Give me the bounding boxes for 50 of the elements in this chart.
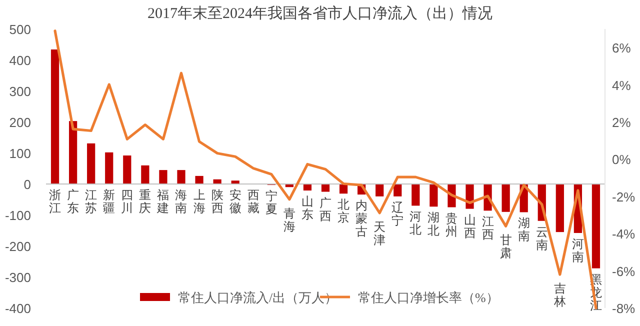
y2-tick-label: 0%	[612, 152, 632, 168]
y-tick-label: -400	[4, 301, 31, 316]
x-tick-label: 陕西	[211, 188, 224, 215]
y-tick-label: 100	[9, 146, 31, 161]
x-tick-label: 云南	[536, 224, 548, 252]
x-tick-label: 吉林	[552, 282, 566, 309]
y2-tick-label: -8%	[612, 301, 636, 316]
x-tick-label: 内蒙古	[356, 198, 368, 239]
x-tick-label: 河北	[410, 210, 422, 237]
x-tick-label: 宁夏	[265, 188, 278, 216]
x-tick-label: 西藏	[247, 188, 260, 215]
y2-tick-label: -2%	[612, 189, 636, 204]
y2-tick-label: -6%	[612, 264, 636, 279]
y-tick-label: 200	[9, 115, 31, 130]
y-tick-label: -300	[4, 270, 31, 285]
x-tick-label: 贵州	[446, 211, 458, 238]
x-tick-label: 河南	[572, 236, 584, 264]
x-tick-label: 浙江	[49, 188, 62, 215]
x-tick-label: 天津	[374, 220, 386, 247]
x-tick-label: 安徽	[229, 188, 242, 215]
y-tick-label: -100	[4, 208, 31, 223]
x-tick-label: 海南	[175, 188, 188, 215]
x-tick-label: 北京	[338, 198, 350, 225]
y-tick-label: 0	[24, 177, 31, 192]
x-tick-label: 江苏	[85, 188, 98, 215]
y-tick-label: 400	[9, 53, 31, 68]
y2-tick-label: 6%	[612, 40, 632, 56]
x-tick-label: 新疆	[103, 188, 116, 215]
x-tick-label: 四川	[121, 188, 134, 215]
y-tick-label: 300	[9, 84, 31, 99]
legend-label: 常住人口净增长率（%）	[358, 290, 499, 305]
x-tick-label: 辽宁	[392, 200, 404, 228]
x-tick-label: 甘肃	[500, 233, 512, 260]
x-tick-label: 重庆	[139, 188, 152, 215]
y2-tick-label: -4%	[612, 226, 636, 242]
y-tick-label: 500	[9, 22, 31, 37]
y-tick-label: -200	[4, 239, 31, 254]
y2-tick-label: 2%	[612, 115, 632, 130]
x-tick-label: 江西	[482, 214, 494, 242]
x-tick-label: 广东	[67, 188, 80, 215]
x-tick-label: 青海	[283, 206, 296, 234]
x-tick-label: 福建	[156, 188, 170, 215]
x-tick-label: 湖南	[518, 216, 530, 244]
x-tick-label: 湖北	[428, 210, 440, 238]
x-tick-label: 山东	[301, 194, 314, 222]
x-tick-label: 山西	[464, 212, 476, 240]
x-tick-label: 上海	[193, 188, 206, 215]
chart-title: 2017年末至2024年我国各省市人口净流入（出）情况	[148, 5, 492, 22]
y2-tick-label: 4%	[612, 78, 632, 93]
x-tick-label: 广西	[320, 196, 332, 223]
